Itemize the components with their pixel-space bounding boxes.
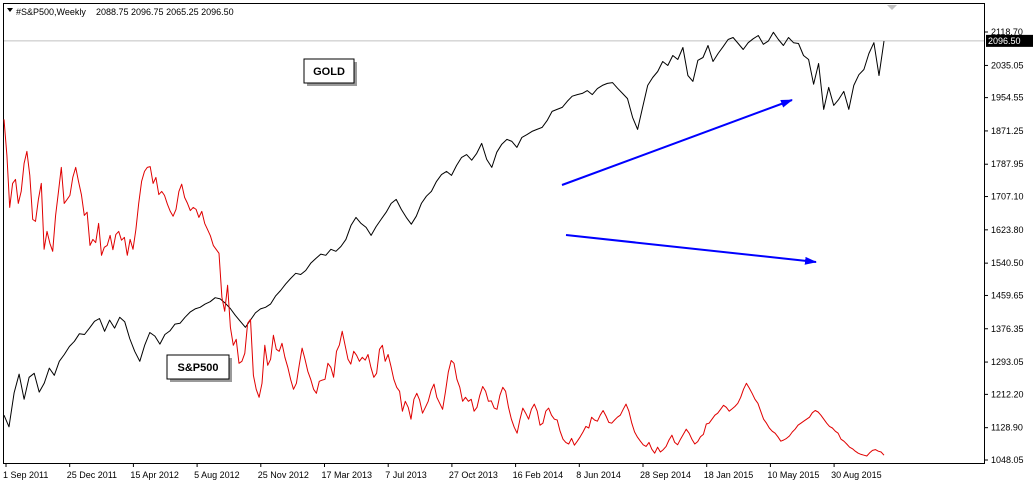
price-tag-box (986, 34, 1033, 47)
gold-callout-box (303, 58, 355, 84)
gold-callout: GOLD (303, 58, 357, 86)
time-tick-label: 28 Sep 2014 (640, 470, 691, 480)
upward-arrow (561, 99, 793, 186)
price-tag-label: 2096.50 (988, 36, 1021, 46)
plot-area (3, 3, 985, 464)
sp500-series-line (3, 31, 885, 428)
price-tick-label: 1540.50 (991, 258, 1024, 268)
price-tick-label: 1459.65 (991, 290, 1024, 300)
chart-shift-marker-icon[interactable] (887, 5, 897, 10)
sp500-callout-box (166, 354, 230, 380)
price-tick-label: 1048.05 (991, 455, 1024, 465)
time-tick-label: 30 Aug 2015 (831, 470, 882, 480)
dropdown-triangle-icon[interactable] (7, 8, 13, 12)
time-tick-label: 7 Jul 2013 (385, 470, 427, 480)
time-tick-label: 15 Apr 2012 (130, 470, 179, 480)
series-layer (3, 31, 885, 457)
price-tick-label: 1376.35 (991, 324, 1024, 334)
price-axis: 2118.70 2035.05 1954.55 1871.25 1787.95 1707.… (984, 27, 1024, 465)
price-tick-label: 1787.95 (991, 159, 1024, 169)
time-tick-label: 16 Feb 2014 (513, 470, 564, 480)
time-axis: 1 Sep 2011 25 Dec 2011 15 Apr 2012 5 Aug 20… (3, 463, 882, 480)
ohlc-label: 2088.75 2096.75 2065.25 2096.50 (96, 7, 234, 17)
time-tick-label: 17 Mar 2013 (322, 470, 373, 480)
price-tick-label: 2118.70 (991, 27, 1023, 37)
time-tick-label: 5 Aug 2012 (194, 470, 240, 480)
sp500-callout: S&P500 (166, 354, 232, 382)
current-price-tag: 2096.50 (986, 34, 1033, 47)
downward-arrow (565, 234, 817, 265)
price-tick-label: 1128.90 (991, 423, 1023, 433)
time-tick-label: 8 Jun 2014 (576, 470, 621, 480)
price-tick-label: 1871.25 (991, 126, 1024, 136)
gold-series-line (3, 119, 885, 457)
price-tick-label: 1954.55 (991, 93, 1024, 103)
time-tick-label: 10 May 2015 (767, 470, 819, 480)
symbol-label: #S&P500,Weekly (16, 7, 86, 17)
sp500-callout-label: S&P500 (178, 362, 219, 374)
price-tick-label: 2035.05 (991, 60, 1024, 70)
price-tick-label: 1293.05 (991, 357, 1024, 367)
price-tick-label: 1623.80 (991, 225, 1024, 235)
price-tick-label: 1707.10 (991, 192, 1024, 202)
time-tick-label: 25 Nov 2012 (258, 470, 309, 480)
price-tick-label: 1212.20 (991, 389, 1024, 399)
time-tick-label: 18 Jan 2015 (704, 470, 754, 480)
time-tick-label: 1 Sep 2011 (3, 470, 48, 480)
time-tick-label: 27 Oct 2013 (449, 470, 498, 480)
chart-header: #S&P500,Weekly 2088.75 2096.75 2065.25 2… (7, 5, 897, 17)
time-tick-label: 25 Dec 2011 (67, 470, 117, 480)
gold-callout-label: GOLD (313, 66, 345, 78)
